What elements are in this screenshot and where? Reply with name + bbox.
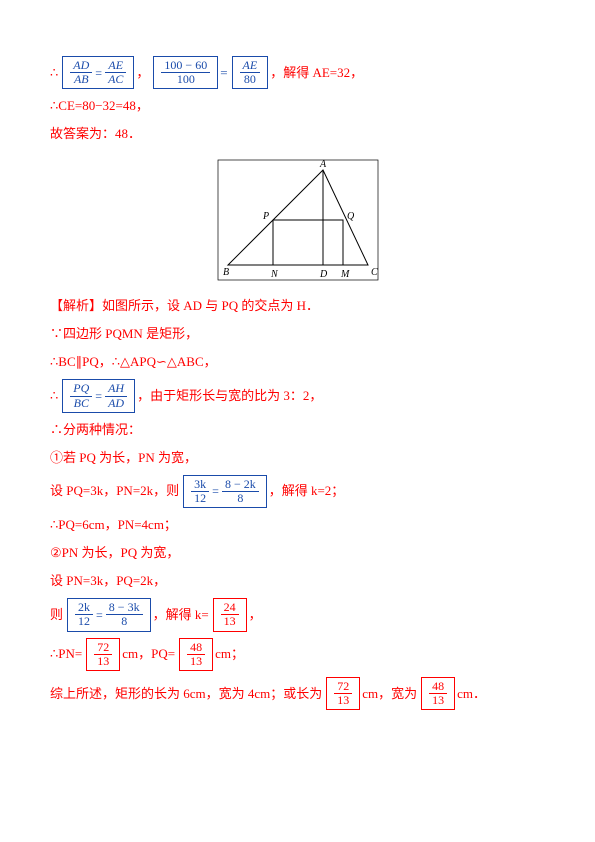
- fraction: 2k 12: [75, 601, 93, 628]
- fraction: 24 13: [221, 601, 239, 628]
- tok: ∴: [50, 62, 58, 84]
- line-8: ∴分两种情况：: [50, 419, 545, 441]
- fraction-box: AD AB = AE AC: [62, 56, 134, 89]
- fraction-box: 48 13: [421, 677, 455, 710]
- svg-text:A: A: [318, 159, 326, 170]
- fraction: AE AC: [105, 59, 126, 86]
- line-5: ∵四边形 PQMN 是矩形，: [50, 323, 545, 345]
- line-10: 设 PQ=3k，PN=2k，则 3k 12 = 8 − 2k 8 ，解得 k=2…: [50, 475, 545, 508]
- fraction: AH AD: [105, 382, 127, 409]
- fraction: 100 − 60 100: [161, 59, 210, 86]
- svg-text:B: B: [223, 267, 229, 278]
- fraction: 72 13: [334, 680, 352, 707]
- fraction-box: 72 13: [86, 638, 120, 671]
- fraction-box: AE 80: [232, 56, 269, 89]
- line-9: ①若 PQ 为长，PN 为宽，: [50, 447, 545, 469]
- page: ∴ AD AB = AE AC ， 100 − 60 100 = AE 80: [0, 0, 595, 842]
- line-13: 设 PN=3k，PQ=2k，: [50, 570, 545, 592]
- svg-text:N: N: [270, 269, 279, 280]
- line-16: 综上所述，矩形的长为 6cm，宽为 4cm；或长为 72 13 cm，宽为 48…: [50, 677, 545, 710]
- line-11: ∴PQ=6cm，PN=4cm；: [50, 514, 545, 536]
- fraction-box: 24 13: [213, 598, 247, 631]
- line-1: ∴ AD AB = AE AC ， 100 − 60 100 = AE 80: [50, 56, 545, 89]
- svg-text:C: C: [371, 267, 378, 278]
- line-7: ∴ PQ BC = AH AD ，由于矩形长与宽的比为 3：2，: [50, 379, 545, 412]
- fraction: 48 13: [187, 641, 205, 668]
- fraction-box: 2k 12 = 8 − 3k 8: [67, 598, 151, 631]
- fraction: AE 80: [240, 59, 261, 86]
- fraction-box: PQ BC = AH AD: [62, 379, 135, 412]
- line-2: ∴CE=80−32=48，: [50, 95, 545, 117]
- fraction-box: 100 − 60 100: [153, 56, 218, 89]
- svg-text:M: M: [340, 269, 350, 280]
- fraction-box: 48 13: [179, 638, 213, 671]
- line-6: ∴BC∥PQ，∴△APQ∽△ABC，: [50, 351, 545, 373]
- fraction: 8 − 2k 8: [222, 478, 259, 505]
- svg-text:Q: Q: [347, 211, 355, 222]
- triangle-diagram: A B C P Q N D M: [213, 155, 383, 285]
- fraction: 48 13: [429, 680, 447, 707]
- fraction: AD AB: [70, 59, 92, 86]
- fraction-box: 3k 12 = 8 − 2k 8: [183, 475, 267, 508]
- line-14: 则 2k 12 = 8 − 3k 8 ，解得 k= 24 13 ，: [50, 598, 545, 631]
- line-15: ∴PN= 72 13 cm，PQ= 48 13 cm；: [50, 638, 545, 671]
- svg-text:D: D: [319, 269, 328, 280]
- fraction: 72 13: [94, 641, 112, 668]
- tok: ，: [136, 62, 149, 84]
- line-12: ②PN 为长，PQ 为宽，: [50, 542, 545, 564]
- fraction: 3k 12: [191, 478, 209, 505]
- fraction: 8 − 3k 8: [106, 601, 143, 628]
- fraction-box: 72 13: [326, 677, 360, 710]
- svg-text:P: P: [262, 211, 269, 222]
- line-3: 故答案为：48．: [50, 123, 545, 145]
- fraction: PQ BC: [70, 382, 92, 409]
- tok: ，解得 AE=32，: [270, 62, 363, 84]
- line-4: 【解析】如图所示，设 AD 与 PQ 的交点为 H．: [50, 295, 545, 317]
